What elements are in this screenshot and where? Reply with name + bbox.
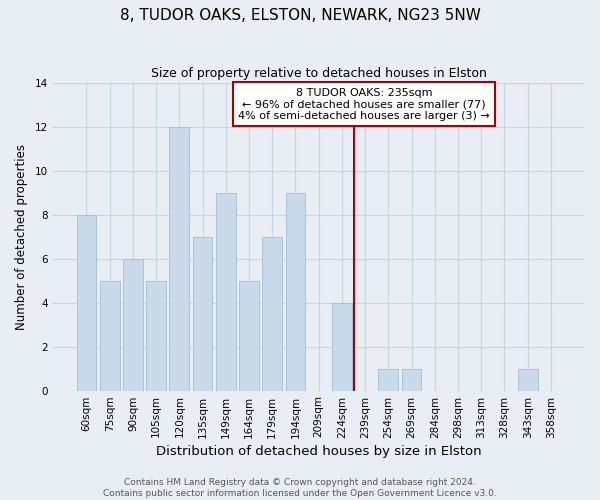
Bar <box>286 193 305 392</box>
Bar <box>379 369 398 392</box>
Bar <box>262 237 282 392</box>
Bar <box>216 193 236 392</box>
Bar <box>77 215 97 392</box>
Text: 8 TUDOR OAKS: 235sqm
← 96% of detached houses are smaller (77)
4% of semi-detach: 8 TUDOR OAKS: 235sqm ← 96% of detached h… <box>238 88 490 121</box>
Title: Size of property relative to detached houses in Elston: Size of property relative to detached ho… <box>151 68 487 80</box>
Text: 8, TUDOR OAKS, ELSTON, NEWARK, NG23 5NW: 8, TUDOR OAKS, ELSTON, NEWARK, NG23 5NW <box>119 8 481 22</box>
Bar <box>402 369 421 392</box>
X-axis label: Distribution of detached houses by size in Elston: Distribution of detached houses by size … <box>156 444 481 458</box>
Bar <box>193 237 212 392</box>
Y-axis label: Number of detached properties: Number of detached properties <box>15 144 28 330</box>
Bar <box>518 369 538 392</box>
Text: Contains HM Land Registry data © Crown copyright and database right 2024.
Contai: Contains HM Land Registry data © Crown c… <box>103 478 497 498</box>
Bar <box>100 281 119 392</box>
Bar <box>146 281 166 392</box>
Bar <box>239 281 259 392</box>
Bar <box>169 127 189 392</box>
Bar <box>332 303 352 392</box>
Bar <box>123 259 143 392</box>
